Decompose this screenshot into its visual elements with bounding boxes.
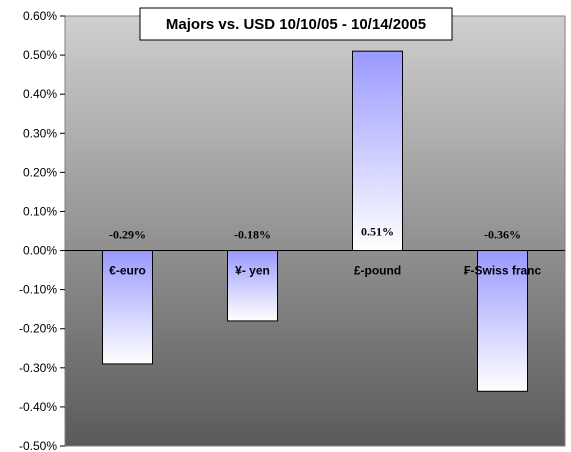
data-label: -0.36% bbox=[484, 228, 521, 242]
category-label: ₣-Swiss franc bbox=[464, 264, 542, 278]
y-tick-label: -0.30% bbox=[19, 361, 57, 375]
y-axis: 0.60% 0.50% 0.40% 0.30% 0.20% 0.10% 0.00% -0.10… bbox=[19, 9, 565, 452]
data-label: -0.29% bbox=[109, 228, 146, 242]
category-label: €-euro bbox=[109, 264, 146, 278]
chart-title-box: Majors vs. USD 10/10/05 - 10/14/2005 bbox=[139, 7, 453, 41]
y-tick-label: 0.30% bbox=[23, 126, 57, 140]
y-tick-label: 0.60% bbox=[23, 9, 57, 23]
y-tick-label: -0.20% bbox=[19, 322, 57, 336]
bars-group bbox=[102, 50, 528, 392]
category-labels-group: €-euro ¥- yen £-pound ₣-Swiss franc bbox=[109, 264, 541, 278]
chart-title: Majors vs. USD 10/10/05 - 10/14/2005 bbox=[166, 16, 426, 33]
y-tick-label: 0.00% bbox=[23, 244, 57, 258]
y-tick-label: -0.40% bbox=[19, 400, 57, 414]
data-labels-group: -0.29% -0.18% 0.51% -0.36% bbox=[109, 225, 521, 242]
bar bbox=[227, 250, 278, 322]
bar bbox=[352, 50, 403, 252]
y-tick-label: 0.40% bbox=[23, 87, 57, 101]
category-label: £-pound bbox=[354, 264, 401, 278]
bar bbox=[477, 250, 528, 392]
y-tick-label: -0.50% bbox=[19, 439, 57, 452]
y-tick-label: -0.10% bbox=[19, 283, 57, 297]
category-label: ¥- yen bbox=[235, 264, 270, 278]
data-label: -0.18% bbox=[234, 228, 271, 242]
data-label: 0.51% bbox=[361, 225, 394, 239]
y-tick-label: 0.50% bbox=[23, 48, 57, 62]
y-tick-label: 0.20% bbox=[23, 165, 57, 179]
bar bbox=[102, 250, 153, 365]
y-tick-label: 0.10% bbox=[23, 204, 57, 218]
